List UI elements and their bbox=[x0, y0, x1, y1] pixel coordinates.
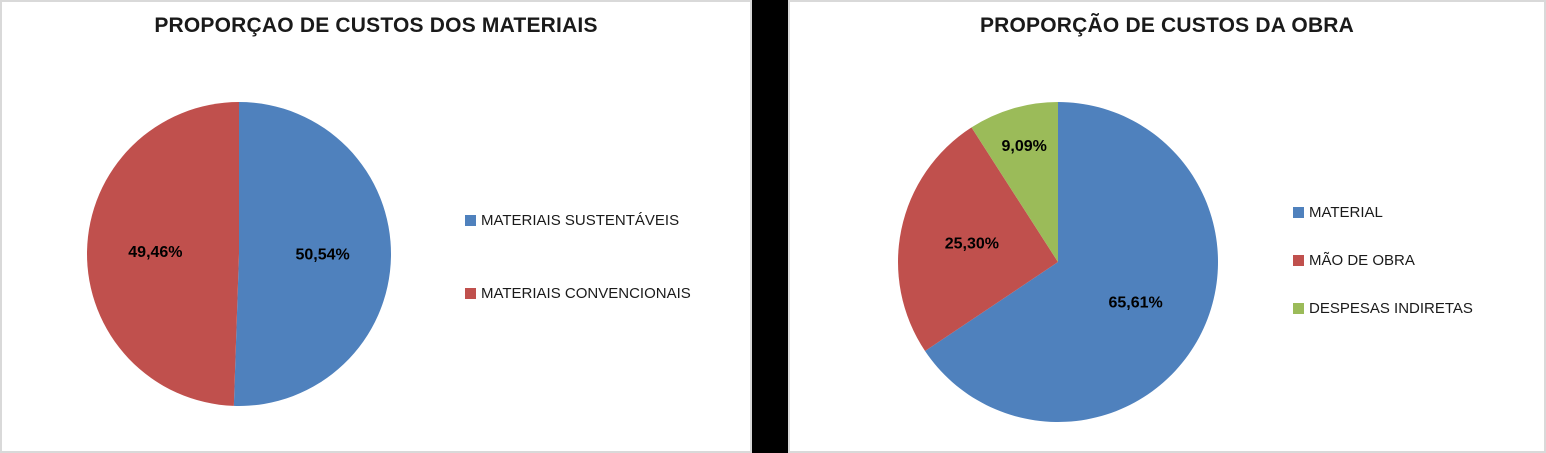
legend-swatch-icon bbox=[1293, 255, 1304, 266]
chart-legend-materiais: MATERIAIS SUSTENTÁVEIS MATERIAIS CONVENCI… bbox=[465, 212, 691, 302]
pie-slice-0 bbox=[925, 102, 1218, 422]
legend-swatch-icon bbox=[465, 215, 476, 226]
slice-value-label-0: 50,54% bbox=[295, 247, 349, 264]
legend-item-0: MATERIAL bbox=[1293, 204, 1473, 221]
pie-slice-0 bbox=[233, 102, 392, 406]
chart-title-materiais: PROPORÇAO DE CUSTOS DOS MATERIAIS bbox=[154, 14, 598, 37]
legend-label: MATERIAL bbox=[1309, 204, 1383, 221]
legend-item-2: DESPESAS INDIRETAS bbox=[1293, 300, 1473, 317]
chart-panel-obra: PROPORÇÃO DE CUSTOS DA OBRA 65,61% 25,30%… bbox=[788, 0, 1546, 453]
chart-panel-materiais: PROPORÇAO DE CUSTOS DOS MATERIAIS 50,54%… bbox=[0, 0, 752, 453]
legend-swatch-icon bbox=[465, 288, 476, 299]
legend-label: MATERIAIS SUSTENTÁVEIS bbox=[481, 212, 680, 229]
pie-chart-materiais: 50,54% 49,46% bbox=[87, 102, 392, 406]
pie-slice-1 bbox=[898, 127, 1058, 352]
pie-slice-1 bbox=[87, 102, 239, 406]
slice-value-label-1: 25,30% bbox=[945, 235, 999, 252]
legend-label: MÃO DE OBRA bbox=[1309, 252, 1415, 269]
legend-item-1: MÃO DE OBRA bbox=[1293, 252, 1473, 269]
legend-swatch-icon bbox=[1293, 207, 1304, 218]
legend-label: DESPESAS INDIRETAS bbox=[1309, 300, 1473, 317]
chart-legend-obra: MATERIAL MÃO DE OBRA DESPESAS INDIRETAS bbox=[1293, 204, 1473, 317]
legend-swatch-icon bbox=[1293, 303, 1304, 314]
slice-value-label-1: 49,46% bbox=[128, 244, 182, 261]
chart-title-obra: PROPORÇÃO DE CUSTOS DA OBRA bbox=[979, 14, 1355, 37]
pie-slice-2 bbox=[971, 102, 1058, 262]
legend-item-0: MATERIAIS SUSTENTÁVEIS bbox=[465, 212, 691, 229]
slice-value-label-2: 9,09% bbox=[1002, 138, 1047, 155]
legend-item-1: MATERIAIS CONVENCIONAIS bbox=[465, 285, 691, 302]
slice-value-label-0: 65,61% bbox=[1108, 295, 1162, 312]
panel-divider bbox=[752, 0, 788, 453]
pie-chart-obra: 65,61% 25,30% 9,09% bbox=[898, 102, 1218, 422]
legend-label: MATERIAIS CONVENCIONAIS bbox=[481, 285, 691, 302]
